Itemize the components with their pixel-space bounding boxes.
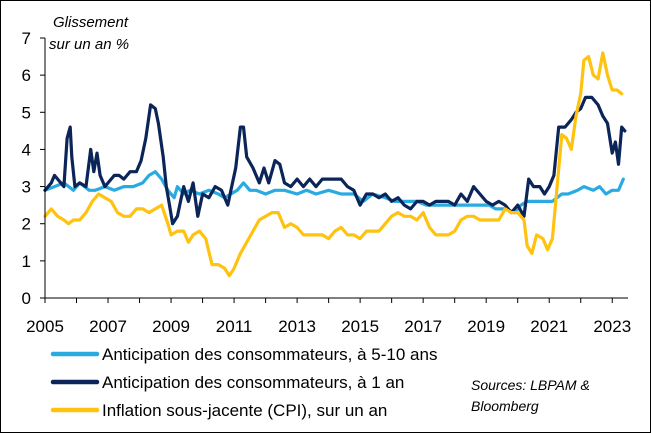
x-tick-label: 2023 (593, 317, 631, 336)
x-tick-label: 2013 (278, 317, 316, 336)
legend-label: Anticipation des consommateurs, à 1 an (102, 373, 404, 392)
x-tick-label: 2005 (26, 317, 64, 336)
series-line-5-10-years (43, 170, 625, 215)
unit-label-line-1: Glissement (53, 14, 129, 31)
series-line-core-cpi (43, 51, 624, 278)
x-tick-label: 2021 (530, 317, 568, 336)
source-line-2: Bloomberg (471, 398, 539, 414)
series-line-1-year (43, 95, 627, 226)
y-tick-label: 1 (22, 252, 31, 271)
x-tick-label: 2007 (89, 317, 127, 336)
legend: Anticipation des consommateurs, à 5-10 a… (50, 345, 437, 420)
x-axis: 2005 2007 2009 2011 2013 2015 2017 2019 2021 2023 (26, 298, 631, 336)
x-tick-label: 2009 (152, 317, 190, 336)
legend-label: Inflation sous-jacente (CPI), sur un an (102, 401, 387, 420)
y-tick-label: 7 (22, 29, 31, 48)
source-line-1: Sources: LBPAM & (471, 377, 590, 393)
x-tick-label: 2011 (216, 317, 253, 336)
y-tick-label: 5 (22, 103, 31, 122)
y-tick-label: 6 (22, 66, 31, 85)
y-tick-label: 3 (22, 178, 31, 197)
series-lines (43, 51, 627, 278)
y-tick-label: 0 (22, 289, 31, 308)
y-tick-label: 2 (22, 215, 31, 234)
y-axis: 0 1 2 3 4 5 6 7 (22, 29, 45, 308)
x-tick-label: 2019 (467, 317, 505, 336)
unit-label-line-2: sur un an % (49, 36, 129, 53)
x-tick-label: 2015 (341, 317, 379, 336)
y-tick-label: 4 (22, 140, 31, 159)
legend-label: Anticipation des consommateurs, à 5-10 a… (102, 345, 437, 364)
x-tick-label: 2017 (404, 317, 442, 336)
source-note: Sources: LBPAM & Bloomberg (471, 377, 590, 414)
unit-label: Glissement sur un an % (49, 14, 129, 53)
